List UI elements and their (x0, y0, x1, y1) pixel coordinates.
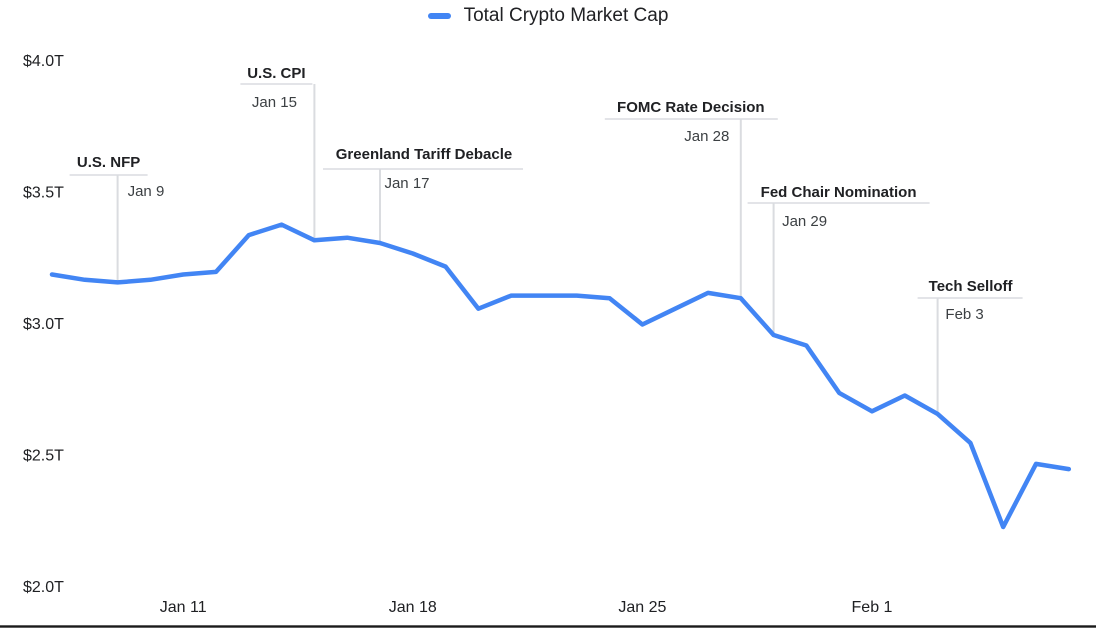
annotation-title: FOMC Rate Decision (617, 99, 765, 116)
y-tick-label: $2.0T (23, 579, 64, 596)
x-axis-baseline (0, 625, 1096, 628)
chart-line (49, 222, 1072, 530)
annotation-title: Tech Selloff (929, 278, 1014, 295)
annotation-title: U.S. CPI (247, 65, 305, 82)
annotation-date: Jan 28 (684, 128, 729, 145)
legend-line-swatch-icon (427, 13, 451, 19)
annotation-title: Greenland Tariff Debacle (336, 146, 512, 163)
y-tick-label: $3.0T (23, 316, 64, 333)
annotation-date: Jan 15 (252, 94, 297, 111)
annotation-date: Jan 29 (782, 213, 827, 230)
annotation-title: U.S. NFP (77, 154, 140, 171)
annotation-date: Jan 17 (384, 175, 429, 192)
y-tick-label: $4.0T (23, 53, 64, 70)
annotation-title: Fed Chair Nomination (761, 184, 917, 201)
y-tick-label: $2.5T (23, 448, 64, 465)
annotation-date: Jan 9 (128, 183, 165, 200)
y-tick-label: $3.5T (23, 185, 64, 202)
x-tick-label: Feb 1 (852, 599, 893, 616)
x-tick-label: Jan 25 (618, 599, 666, 616)
x-tick-label: Jan 11 (160, 599, 207, 616)
legend-label: Total Crypto Market Cap (463, 5, 669, 26)
annotation-date: Feb 3 (945, 306, 983, 323)
x-tick-label: Jan 18 (389, 599, 437, 616)
chart-legend: Total Crypto Market Cap (0, 3, 1096, 29)
